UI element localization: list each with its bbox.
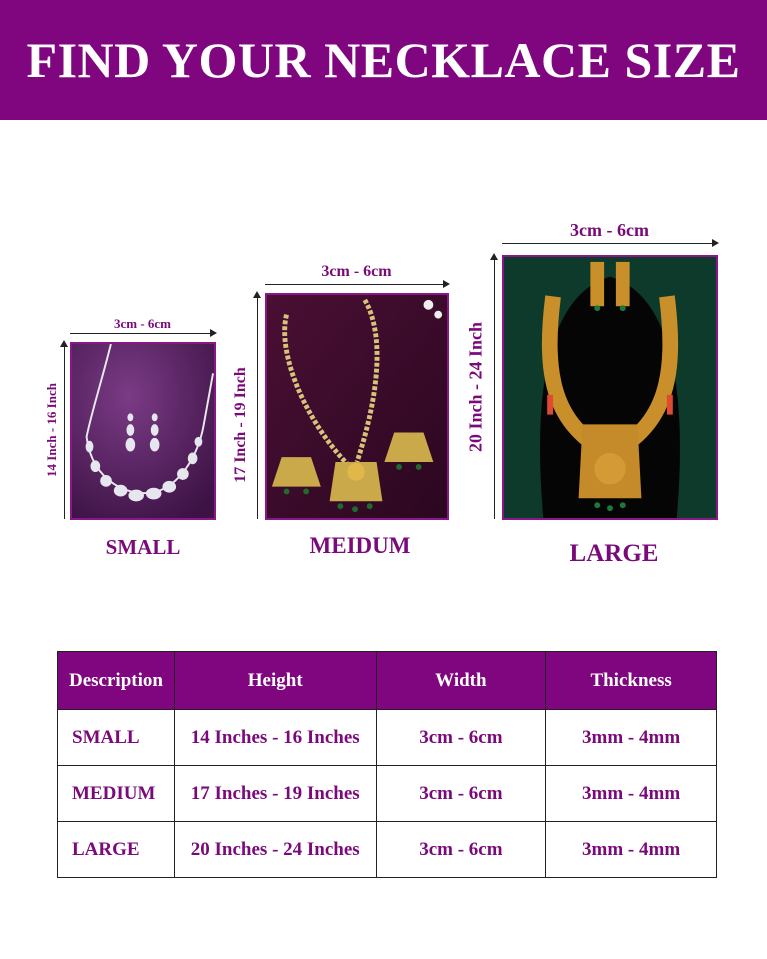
medium-width-label: 3cm - 6cm [321, 263, 392, 280]
large-height-arrow [490, 253, 498, 519]
cell-description: SMALL [57, 709, 175, 766]
size-label-small: SMALL [105, 535, 181, 559]
header-description: Description [57, 651, 175, 710]
page-title: FIND YOUR NECKLACE SIZE [26, 32, 741, 88]
header-thickness: Thickness [545, 651, 717, 710]
cell-width: 3cm - 6cm [375, 765, 547, 822]
cell-height: 14 Inches - 16 Inches [173, 709, 377, 766]
large-width-arrow [502, 239, 719, 247]
small-necklace-image [70, 342, 216, 520]
cell-height: 20 Inches - 24 Inches [173, 821, 377, 878]
header-width: Width [375, 651, 547, 710]
size-table: Description Height Width Thickness SMALL… [57, 651, 717, 878]
small-width-label: 3cm - 6cm [113, 316, 172, 331]
medium-height-arrow [253, 291, 261, 519]
header-height: Height [173, 651, 377, 710]
table-row: LARGE 20 Inches - 24 Inches 3cm - 6cm 3m… [57, 821, 717, 878]
cell-width: 3cm - 6cm [375, 821, 547, 878]
size-label-medium: MEIDUM [309, 533, 411, 558]
size-label-large: LARGE [569, 540, 659, 567]
table-header-row: Description Height Width Thickness [57, 651, 717, 710]
large-necklace-image [502, 255, 718, 520]
medium-width-arrow [265, 280, 450, 288]
large-width-label: 3cm - 6cm [570, 220, 649, 240]
table-row: MEDIUM 17 Inches - 19 Inches 3cm - 6cm 3… [57, 765, 717, 822]
cell-description: LARGE [57, 821, 175, 878]
cell-thickness: 3mm - 4mm [545, 821, 717, 878]
small-width-arrow [70, 329, 217, 337]
cell-description: MEDIUM [57, 765, 175, 822]
large-height-label: 20 Inch - 24 Inch [465, 321, 486, 453]
medium-necklace-image [265, 293, 449, 520]
medium-height-label: 17 Inch - 19 Inch [232, 367, 249, 483]
cell-height: 17 Inches - 19 Inches [173, 765, 377, 822]
small-height-label: 14 Inch - 16 Inch [44, 383, 59, 477]
table-row: SMALL 14 Inches - 16 Inches 3cm - 6cm 3m… [57, 709, 717, 766]
cell-width: 3cm - 6cm [375, 709, 547, 766]
page-header: FIND YOUR NECKLACE SIZE [0, 0, 767, 120]
small-height-arrow [60, 340, 68, 519]
cell-thickness: 3mm - 4mm [545, 709, 717, 766]
cell-thickness: 3mm - 4mm [545, 765, 717, 822]
